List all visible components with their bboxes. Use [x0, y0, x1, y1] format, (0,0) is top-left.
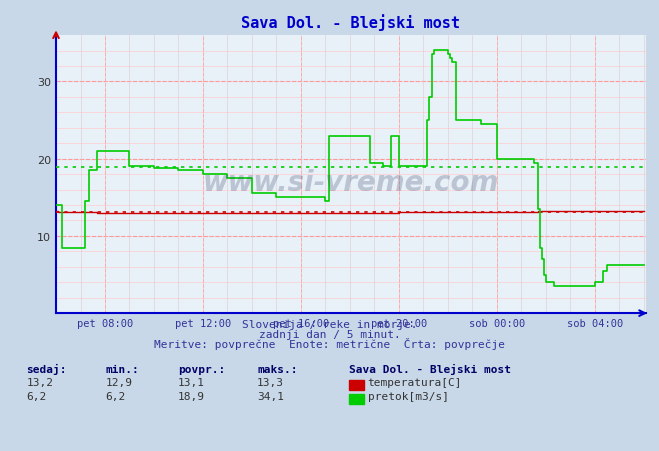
Text: 34,1: 34,1 — [257, 391, 284, 401]
Text: 13,1: 13,1 — [178, 377, 205, 387]
Text: zadnji dan / 5 minut.: zadnji dan / 5 minut. — [258, 329, 401, 339]
Text: Sava Dol. - Blejski most: Sava Dol. - Blejski most — [349, 363, 511, 374]
Text: maks.:: maks.: — [257, 364, 297, 374]
Text: 13,2: 13,2 — [26, 377, 53, 387]
Text: sedaj:: sedaj: — [26, 363, 67, 374]
Text: 6,2: 6,2 — [105, 391, 126, 401]
Text: Slovenija / reke in morje.: Slovenija / reke in morje. — [242, 319, 417, 329]
Text: temperatura[C]: temperatura[C] — [368, 377, 462, 387]
Text: povpr.:: povpr.: — [178, 364, 225, 374]
Text: pretok[m3/s]: pretok[m3/s] — [368, 391, 449, 401]
Title: Sava Dol. - Blejski most: Sava Dol. - Blejski most — [241, 14, 461, 31]
Text: 6,2: 6,2 — [26, 391, 47, 401]
Text: 18,9: 18,9 — [178, 391, 205, 401]
Text: Meritve: povprečne  Enote: metrične  Črta: povprečje: Meritve: povprečne Enote: metrične Črta:… — [154, 337, 505, 349]
Text: 13,3: 13,3 — [257, 377, 284, 387]
Text: 12,9: 12,9 — [105, 377, 132, 387]
Text: min.:: min.: — [105, 364, 139, 374]
Text: www.si-vreme.com: www.si-vreme.com — [203, 169, 499, 197]
